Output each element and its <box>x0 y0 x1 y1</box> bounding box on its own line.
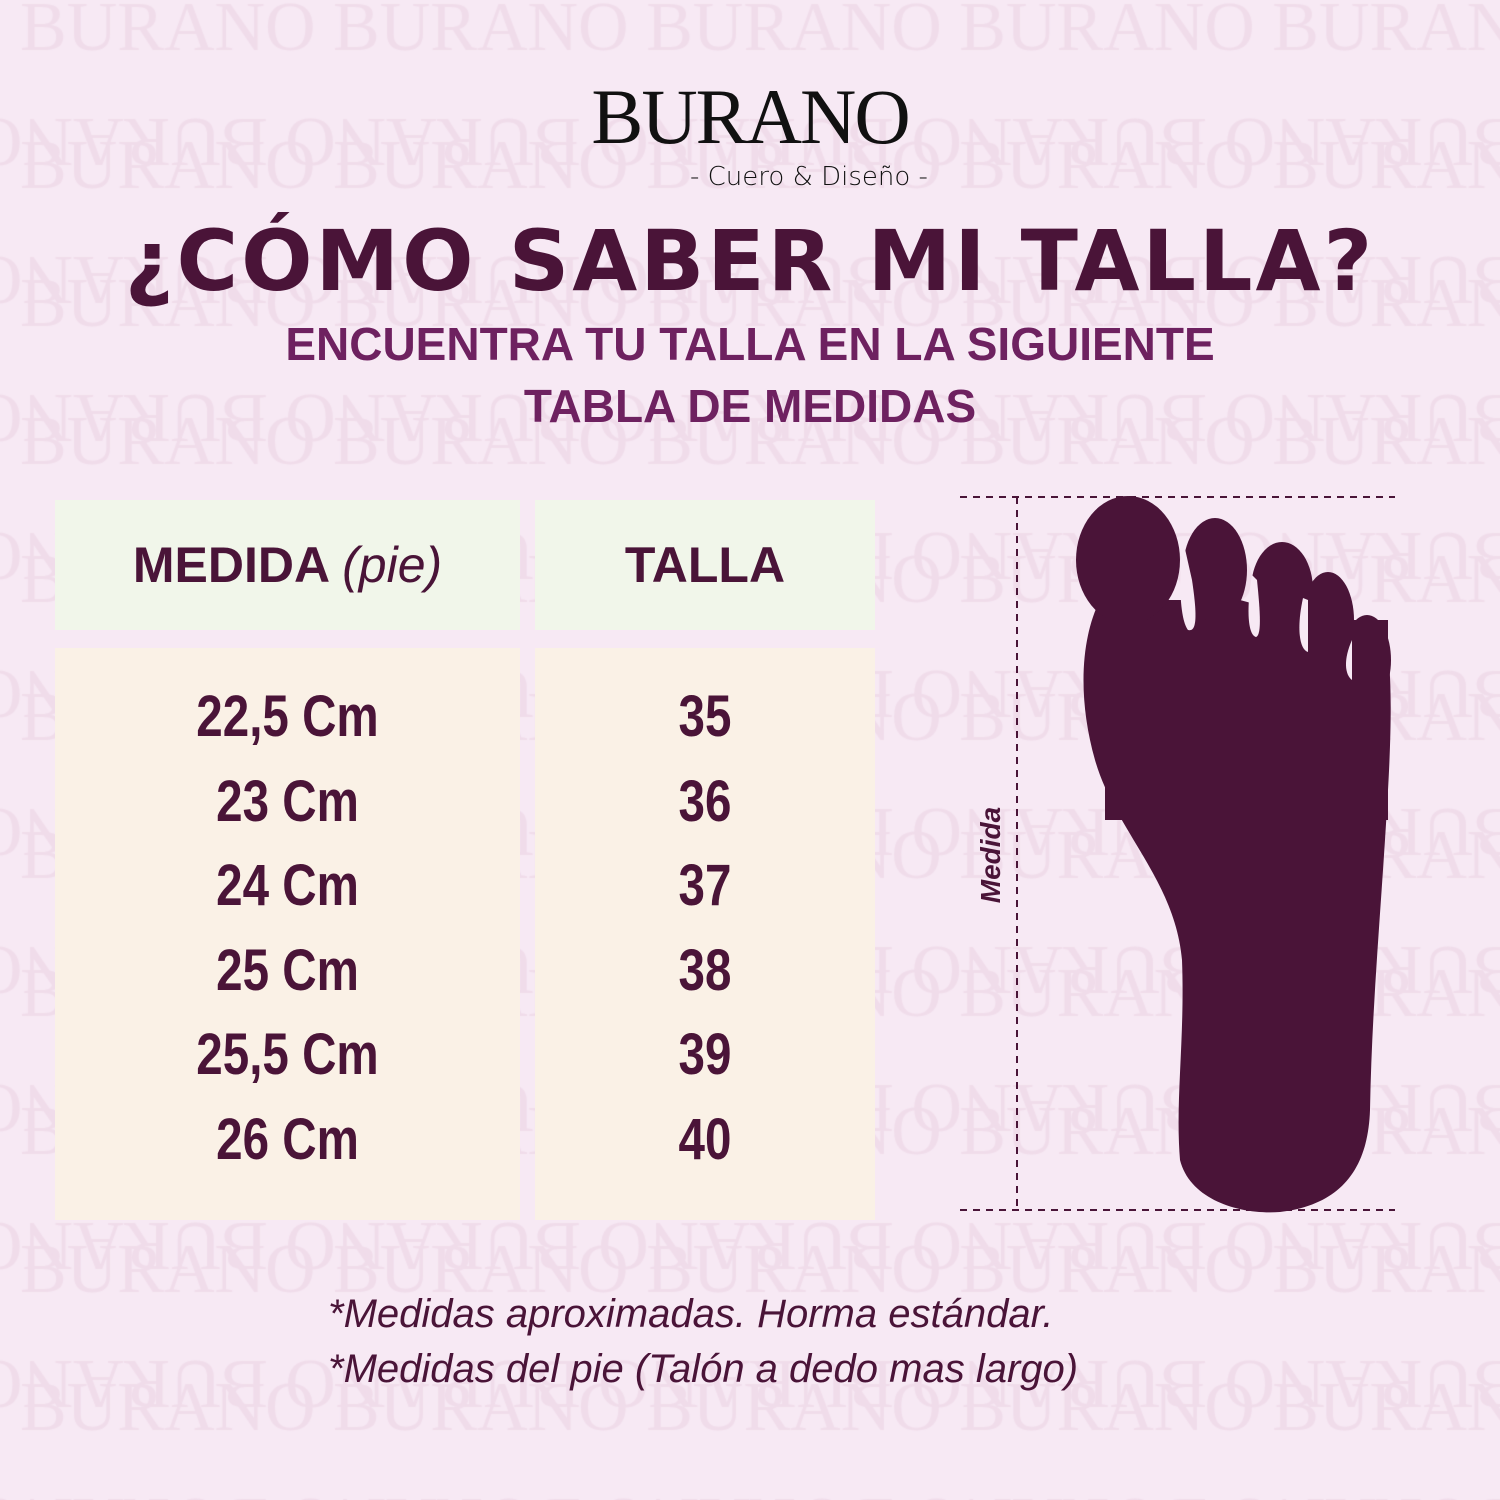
medida-cell: 25 Cm <box>216 937 359 1003</box>
header-talla-label: TALLA <box>624 537 786 593</box>
brand-logo: BURANO <box>591 73 910 160</box>
subtitle-line-2: TABLA DE MEDIDAS <box>523 380 977 432</box>
header-talla: TALLA <box>535 500 875 630</box>
talla-cell: 39 <box>678 1022 732 1087</box>
brand-tagline: - Cuero & Diseño - <box>690 162 928 192</box>
talla-cell: 36 <box>678 768 732 834</box>
header-medida-note: (pie) <box>342 537 443 593</box>
medida-cell: 26 Cm <box>216 1106 359 1172</box>
note-2: *Medidas del pie (Talón a dedo mas largo… <box>328 1347 1079 1391</box>
subtitle-line-1: ENCUENTRA TU TALLA EN LA SIGUIENTE <box>285 318 1215 370</box>
measure-label: Medida <box>975 807 1006 903</box>
note-1: *Medidas aproximadas. Horma estándar. <box>328 1292 1054 1336</box>
talla-cell: 38 <box>678 937 732 1003</box>
foot-silhouette-icon <box>1076 496 1391 1213</box>
talla-column: 35 36 37 38 39 40 <box>535 648 875 1220</box>
medida-cell: 22,5 Cm <box>196 684 379 749</box>
talla-cell: 35 <box>678 684 732 749</box>
talla-cell: 37 <box>678 853 732 918</box>
medida-cell: 25,5 Cm <box>196 1022 379 1087</box>
medida-cell: 23 Cm <box>216 768 359 834</box>
header-medida: MEDIDA (pie) <box>55 500 520 630</box>
medida-column: 22,5 Cm 23 Cm 24 Cm 25 Cm 25,5 Cm 26 Cm <box>55 648 520 1220</box>
page-title: ¿CÓMO SABER MI TALLA? <box>124 212 1376 310</box>
medida-cell: 24 Cm <box>216 853 359 918</box>
toe-gaps <box>1180 540 1352 680</box>
talla-cell: 40 <box>678 1106 732 1172</box>
header-medida-label: MEDIDA <box>132 537 329 593</box>
